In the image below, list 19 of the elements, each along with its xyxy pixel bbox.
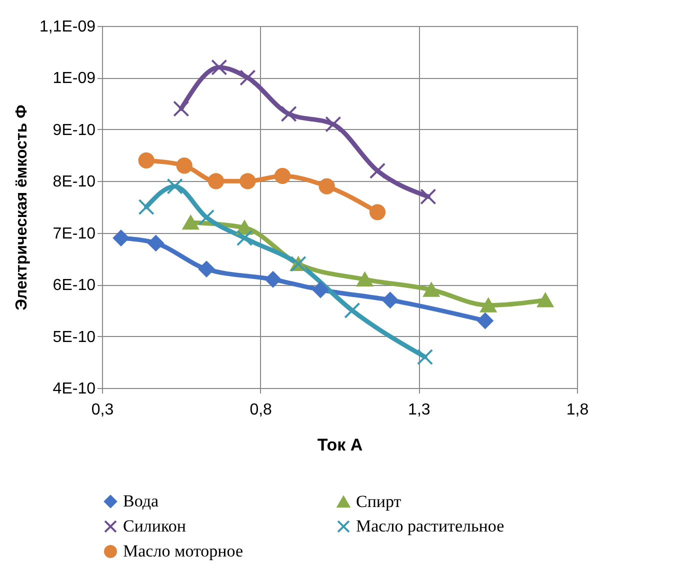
y-tick-label: 7E-10 xyxy=(52,225,96,242)
x-tick-label: 1,3 xyxy=(408,402,430,418)
legend-label: Масло моторное xyxy=(123,542,244,560)
y-tick-label: 9E-10 xyxy=(52,122,96,139)
legend-label: Силикон xyxy=(123,516,186,536)
x-tick-label: 0,3 xyxy=(91,402,114,418)
y-tick-label: 8E-10 xyxy=(52,174,96,191)
y-tick-label: 6E-10 xyxy=(52,277,96,294)
legend-label: Масло растительное xyxy=(356,516,504,536)
y-tick-label: 1E-09 xyxy=(52,70,96,88)
x-tick-label: 0,8 xyxy=(250,402,272,418)
y-tick-label: 5E-10 xyxy=(52,328,96,346)
y-tick-label: 1,1E-09 xyxy=(39,18,96,36)
y-tick-label: 4E-10 xyxy=(52,380,96,398)
legend-label: Вода xyxy=(123,492,159,511)
x-axis-title: Ток А xyxy=(317,436,363,454)
x-tick-label: 1,8 xyxy=(566,402,589,418)
y-axis-title: Электрическая ёмкость Ф xyxy=(13,104,30,310)
legend-label: Спирт xyxy=(356,492,402,511)
